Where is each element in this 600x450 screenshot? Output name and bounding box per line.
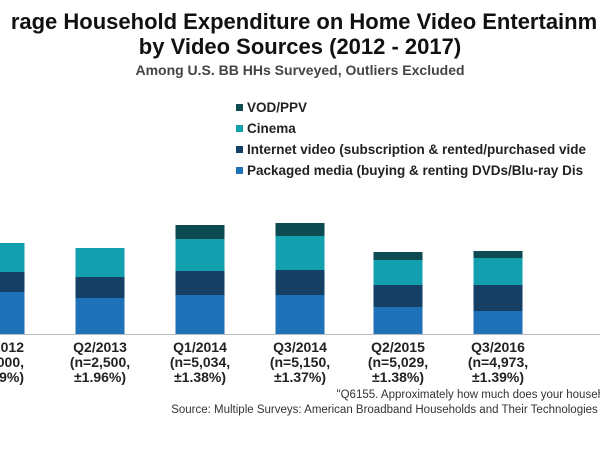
legend-label: Internet video (subscription & rented/pu… xyxy=(247,142,587,157)
legend-swatch xyxy=(236,125,243,132)
category-label: Q3/2016 (n=4,973, ±1.39%) xyxy=(443,340,553,385)
legend: VOD/PPV Cinema Internet video (subscript… xyxy=(236,97,586,181)
category-label: Q2/2013 (n=2,500, ±1.96%) xyxy=(45,340,155,385)
chart-subtitle: Among U.S. BB HHs Surveyed, Outliers Exc… xyxy=(135,62,465,78)
category-label: Q3/2014 (n=5,150, ±1.37%) xyxy=(245,340,355,385)
bar-segment xyxy=(473,285,523,311)
bar-segment xyxy=(275,236,325,270)
category-label-line: ±1.38%) xyxy=(173,369,227,385)
category-label-line: ±1.37%) xyxy=(273,369,327,385)
legend-label: VOD/PPV xyxy=(247,100,308,115)
legend-label: Cinema xyxy=(247,121,296,136)
legend-item-vod: VOD/PPV xyxy=(236,97,586,118)
category-label-line: Q3/2016 xyxy=(471,339,525,355)
bar-segment xyxy=(373,260,423,285)
category-label: Q1/2014 (n=5,034, ±1.38%) xyxy=(145,340,255,385)
footnote: "Q6155. Approximately how much does your… xyxy=(336,389,600,401)
bar-segment xyxy=(75,298,125,334)
legend-swatch xyxy=(236,104,243,111)
bar-segment xyxy=(175,239,225,271)
category-label-line: (n=4,973, xyxy=(467,354,529,370)
category-label: 2012,000,9%) xyxy=(0,340,24,385)
category-label-line: (n=2,500, xyxy=(69,354,131,370)
category-label-line: Q2/2015 xyxy=(371,339,425,355)
legend-label: Packaged media (buying & renting DVDs/Bl… xyxy=(247,163,584,178)
bar-segment xyxy=(275,223,325,236)
legend-swatch xyxy=(236,146,243,153)
bar-segment xyxy=(275,295,325,334)
category-label-line: (n=5,029, xyxy=(367,354,429,370)
legend-item-internet: Internet video (subscription & rented/pu… xyxy=(236,139,586,160)
bar-segment xyxy=(473,311,523,334)
bar-segment xyxy=(373,307,423,334)
category-label-line: ,000, xyxy=(0,354,24,370)
bar-segment xyxy=(175,295,225,334)
bar-segment xyxy=(75,248,125,277)
legend-item-packaged: Packaged media (buying & renting DVDs/Bl… xyxy=(236,160,586,181)
chart-title-line1: rage Household Expenditure on Home Video… xyxy=(10,9,598,34)
category-label-line: ±1.39%) xyxy=(471,369,525,385)
category-label-line: ±1.38%) xyxy=(371,369,425,385)
source-note: Source: Multiple Surveys: American Broad… xyxy=(171,404,600,416)
category-label: Q2/2015 (n=5,029, ±1.38%) xyxy=(343,340,453,385)
category-label-line: 2012 xyxy=(0,339,24,355)
category-label-line: ±1.96%) xyxy=(73,369,127,385)
bar-segment xyxy=(473,251,523,258)
bar-segment xyxy=(0,272,25,292)
category-label-line: Q2/2013 xyxy=(73,339,127,355)
bar-segment xyxy=(0,292,25,334)
bar-segment xyxy=(175,225,225,239)
bar-segment xyxy=(275,270,325,295)
legend-item-cinema: Cinema xyxy=(236,118,586,139)
bar-segment xyxy=(75,277,125,298)
category-label-line: Q1/2014 xyxy=(173,339,227,355)
bar-segment xyxy=(373,285,423,307)
bar-segment xyxy=(175,271,225,295)
category-label-line: (n=5,034, xyxy=(169,354,231,370)
bar-segment xyxy=(0,243,25,272)
legend-swatch xyxy=(236,167,243,174)
chart-title-line2: by Video Sources (2012 - 2017) xyxy=(138,34,462,59)
category-label-line: (n=5,150, xyxy=(269,354,331,370)
category-label-line: Q3/2014 xyxy=(273,339,327,355)
bar-segment xyxy=(373,252,423,260)
category-label-line: 9%) xyxy=(0,369,24,385)
bar-segment xyxy=(473,258,523,285)
